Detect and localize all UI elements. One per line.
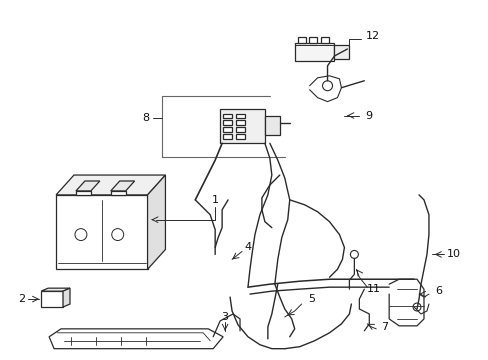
- Polygon shape: [49, 329, 223, 349]
- Polygon shape: [76, 181, 100, 191]
- Polygon shape: [297, 37, 305, 43]
- Text: 9: 9: [365, 111, 372, 121]
- Polygon shape: [147, 175, 165, 269]
- Text: 7: 7: [380, 322, 387, 332]
- Text: 4: 4: [244, 243, 251, 252]
- Polygon shape: [41, 291, 63, 307]
- Text: 8: 8: [142, 113, 149, 123]
- Circle shape: [412, 303, 420, 311]
- Polygon shape: [223, 113, 232, 118]
- Polygon shape: [294, 43, 334, 61]
- Polygon shape: [223, 121, 232, 125]
- Polygon shape: [236, 113, 244, 118]
- Circle shape: [350, 251, 358, 258]
- Text: 2: 2: [18, 294, 25, 304]
- Polygon shape: [223, 134, 232, 139]
- Polygon shape: [220, 109, 264, 143]
- Text: 10: 10: [446, 249, 460, 260]
- Polygon shape: [111, 191, 125, 195]
- Polygon shape: [264, 117, 279, 135]
- Polygon shape: [334, 45, 349, 59]
- Text: 11: 11: [366, 284, 381, 294]
- Polygon shape: [236, 127, 244, 132]
- Polygon shape: [236, 134, 244, 139]
- Polygon shape: [236, 121, 244, 125]
- Polygon shape: [56, 175, 165, 195]
- Polygon shape: [76, 191, 91, 195]
- Polygon shape: [320, 37, 328, 43]
- Polygon shape: [223, 127, 232, 132]
- Polygon shape: [308, 37, 316, 43]
- Text: 3: 3: [221, 312, 228, 322]
- Circle shape: [322, 81, 332, 91]
- Text: 6: 6: [434, 286, 442, 296]
- Polygon shape: [111, 181, 134, 191]
- Circle shape: [75, 229, 87, 240]
- Circle shape: [112, 229, 123, 240]
- Text: 5: 5: [307, 294, 314, 304]
- Polygon shape: [63, 288, 70, 307]
- Polygon shape: [56, 195, 147, 269]
- Text: 1: 1: [211, 195, 218, 205]
- Polygon shape: [41, 288, 70, 291]
- Text: 12: 12: [366, 31, 380, 41]
